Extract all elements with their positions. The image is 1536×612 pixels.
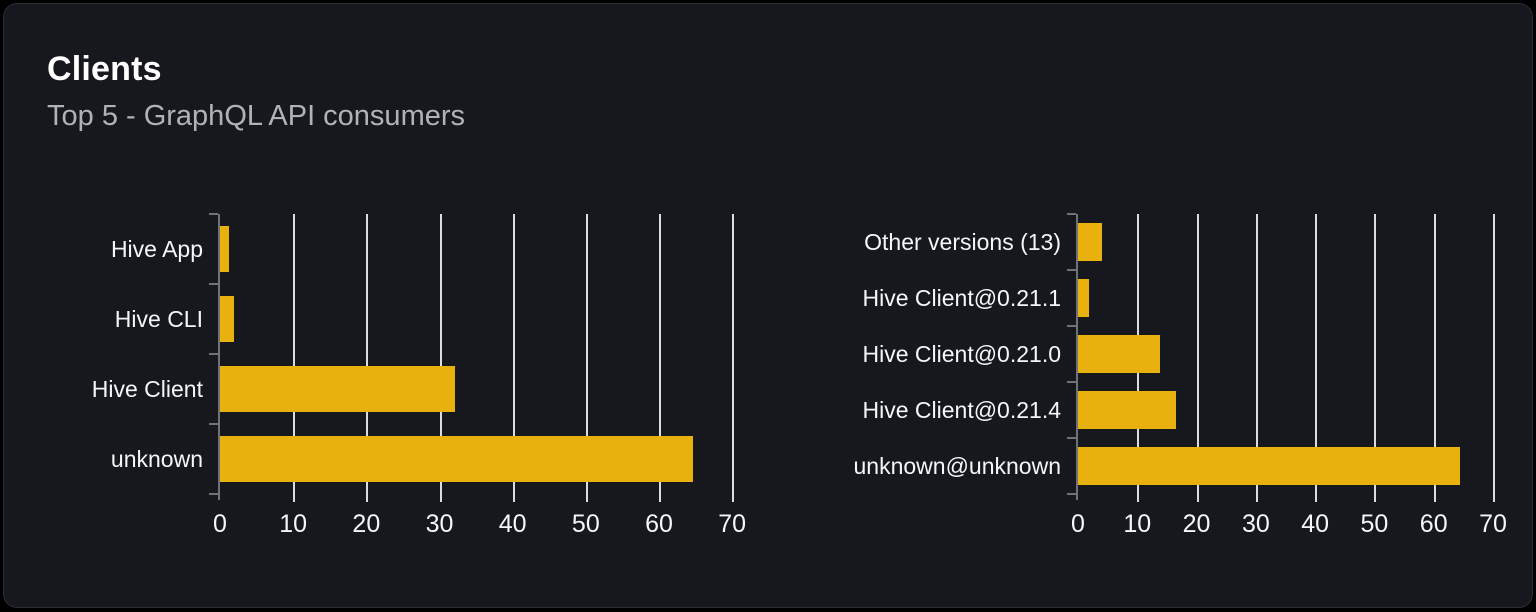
y-axis (1076, 214, 1078, 500)
category-label: Hive Client@0.21.0 (862, 340, 1062, 367)
category-label: unknown@unknown (853, 452, 1061, 479)
x-axis-tick (439, 494, 442, 502)
gridline (585, 214, 588, 494)
category-label: Hive CLI (114, 305, 203, 332)
x-axis-tick (1196, 494, 1199, 502)
clients-by-name-chart: 0 10 20 30 40 50 60 70 Hive App Hive CLI Hive Clie… (92, 213, 749, 538)
x-tick-label: 50 (1360, 510, 1389, 538)
clients-card: Clients Top 5 - GraphQL API consumers 0 1… (3, 3, 1533, 608)
x-axis-tick (1137, 494, 1140, 502)
x-axis-tick (293, 494, 296, 502)
gridline (1196, 214, 1199, 494)
x-tick-label: 20 (1182, 510, 1211, 538)
gridline (1433, 214, 1436, 494)
y-axis-tick (209, 353, 218, 355)
bar (1078, 447, 1461, 485)
category-label: Hive Client@0.21.4 (862, 396, 1062, 423)
x-tick-label: 50 (571, 510, 600, 538)
x-tick-label: 0 (213, 510, 227, 538)
gridline (293, 214, 296, 494)
x-axis-tick (512, 494, 515, 502)
gridline (1255, 214, 1258, 494)
x-tick-label: 60 (645, 510, 673, 538)
x-axis-tick (1433, 494, 1436, 502)
x-tick-label: 0 (1071, 510, 1085, 538)
y-axis-tick (1067, 325, 1076, 327)
x-tick-label: 10 (279, 510, 308, 538)
y-axis-tick (1067, 381, 1076, 383)
gridline (1315, 214, 1318, 494)
x-tick-label: 40 (498, 510, 527, 538)
bar (1078, 391, 1176, 429)
bar (1078, 279, 1090, 317)
gridline (439, 214, 442, 494)
category-label: unknown (110, 445, 203, 472)
bar (220, 226, 229, 272)
x-axis-tick (1374, 494, 1377, 502)
category-label: Hive Client@0.21.1 (862, 284, 1062, 311)
x-axis-tick (585, 494, 588, 502)
page-title: Clients (47, 50, 162, 88)
y-axis (218, 214, 220, 500)
y-axis-tick (209, 423, 218, 425)
y-axis-tick (1067, 493, 1076, 495)
category-label: Other versions (13) (864, 228, 1061, 255)
x-tick-label: 40 (1301, 510, 1330, 538)
y-axis-tick (1067, 437, 1076, 439)
x-tick-label: 60 (1419, 510, 1448, 538)
x-tick-label: 70 (718, 510, 747, 538)
y-axis-tick (209, 283, 218, 285)
x-tick-label: 70 (1479, 510, 1507, 538)
x-axis-tick (1255, 494, 1258, 502)
x-tick-label: 30 (425, 510, 454, 538)
category-label: Hive App (110, 235, 203, 262)
bar (220, 296, 234, 342)
gridline (1492, 214, 1495, 494)
gridline (366, 214, 369, 494)
x-axis-tick (1315, 494, 1318, 502)
clients-by-version-chart: 0 10 20 30 40 50 60 70 Other versions (13) Hive C… (854, 213, 1509, 538)
gridline (512, 214, 515, 494)
x-tick-label: 10 (1123, 510, 1152, 538)
category-label: Hive Client (91, 375, 203, 402)
bar (220, 436, 693, 482)
y-axis-tick (209, 213, 218, 215)
x-tick-label: 20 (352, 510, 381, 538)
bar (1078, 335, 1160, 373)
x-axis-tick (732, 494, 735, 502)
y-axis-tick (209, 493, 218, 495)
gridline (1374, 214, 1377, 494)
gridline (659, 214, 661, 494)
y-axis-tick (1067, 213, 1076, 215)
gridline (732, 214, 735, 494)
x-tick-label: 30 (1241, 510, 1270, 538)
x-axis-tick (1492, 494, 1495, 502)
x-axis-tick (659, 494, 661, 502)
bar (1078, 223, 1102, 261)
page-subtitle: Top 5 - GraphQL API consumers (47, 100, 466, 132)
y-axis-tick (1067, 269, 1076, 271)
bar (220, 366, 455, 412)
x-axis-tick (366, 494, 369, 502)
